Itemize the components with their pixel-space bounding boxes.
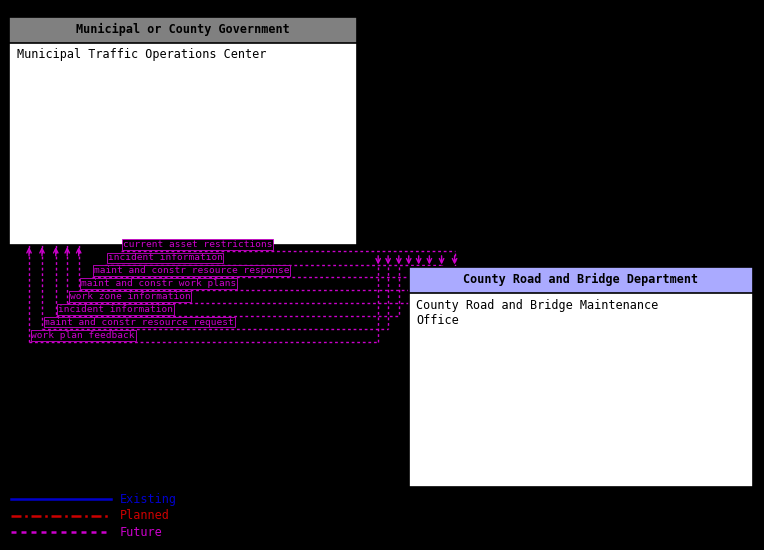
Text: Planned: Planned	[120, 509, 170, 522]
Text: incident information: incident information	[108, 254, 223, 262]
Text: current asset restrictions: current asset restrictions	[123, 240, 273, 249]
Bar	[409, 267, 753, 487]
Bar	[9, 16, 357, 245]
Text: Municipal Traffic Operations Center: Municipal Traffic Operations Center	[17, 48, 266, 62]
Text: Municipal or County Government: Municipal or County Government	[76, 23, 290, 36]
Bar	[9, 16, 357, 43]
Text: maint and constr resource request: maint and constr resource request	[44, 318, 234, 327]
Text: County Road and Bridge Department: County Road and Bridge Department	[463, 273, 698, 287]
Text: work zone information: work zone information	[70, 292, 190, 301]
Text: Existing: Existing	[120, 493, 177, 506]
Text: incident information: incident information	[58, 305, 173, 314]
Text: maint and constr resource response: maint and constr resource response	[94, 266, 290, 275]
Text: maint and constr work plans: maint and constr work plans	[81, 279, 236, 288]
Bar	[409, 267, 753, 293]
Text: Future: Future	[120, 526, 163, 539]
Text: County Road and Bridge Maintenance
Office: County Road and Bridge Maintenance Offic…	[416, 299, 659, 327]
Text: work plan feedback: work plan feedback	[31, 331, 134, 340]
